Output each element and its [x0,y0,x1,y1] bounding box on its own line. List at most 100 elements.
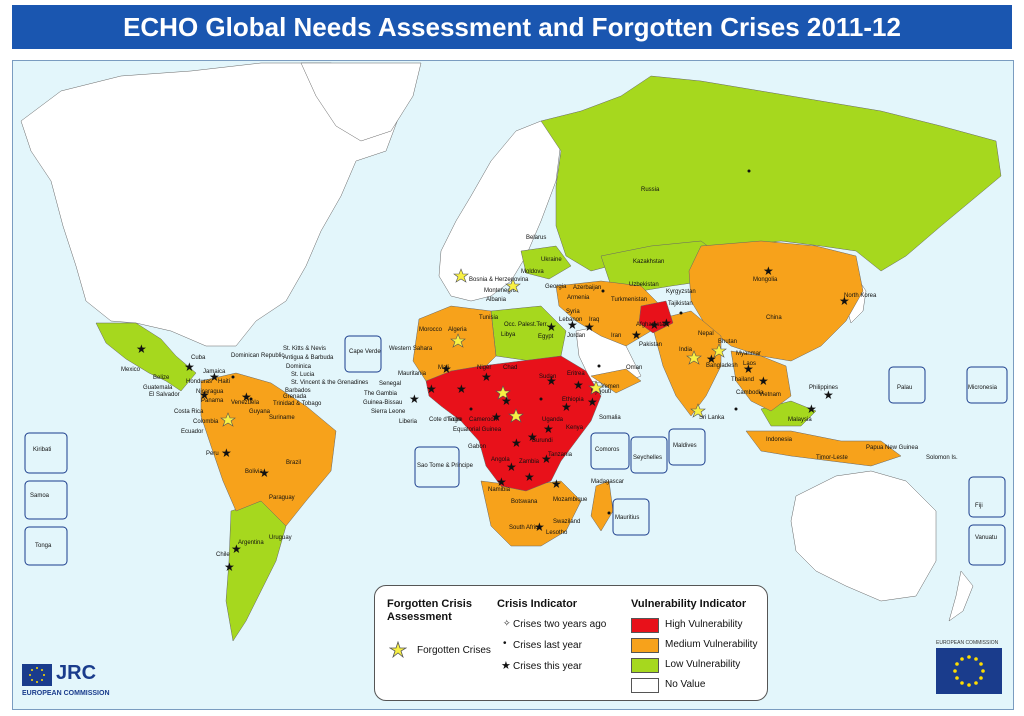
label-djibouti: Djibouti [591,389,611,395]
label-argentina: Argentina [238,540,264,546]
inset-fiji [968,476,1006,518]
label-sierra-leone: Sierra Leone [371,409,406,415]
crisis-star-marker: ★ [806,402,817,416]
crisis-star-marker: ★ [551,477,562,491]
south-asia-region [650,310,722,417]
label-caribbean-3: St. Lucia [291,372,315,378]
country-labels: Russia Kazakhstan Mongolia China Uzbekis… [121,187,958,558]
inset-palau-label: Palau [897,385,912,391]
label-afghanistan: Afghanistan [636,322,668,328]
crisis-star-marker: ★ [631,328,642,342]
crisis-star-marker: ★ [506,460,517,474]
label-mauritania: Mauritania [398,371,427,377]
label-syria: Syria [566,309,580,315]
inset-mauritius-label: Mauritius [615,515,639,521]
label-malaysia: Malaysia [788,417,812,423]
legend-high-label: High Vulnerability [665,619,743,630]
inset-micronesia [966,366,1008,404]
label-north-korea: North Korea [844,293,877,299]
inset-palau [888,366,926,404]
inset-cape-verde [344,335,382,373]
label-cote: Cote d'Ivoire [429,417,463,423]
label-swaziland: Swaziland [553,519,580,525]
eu-flag-icon [22,664,52,686]
label-gambia: The Gambia [364,391,398,397]
label-russia: Russia [641,187,660,193]
legend-medium-swatch [631,638,659,653]
inset-samoa [24,480,68,520]
legend-crisis-last-year-icon: • [503,638,507,649]
legend-crisis-item: • Crises last year [503,638,582,651]
crisis-star-marker: ★ [136,342,147,356]
label-philippines: Philippines [809,385,838,391]
crisis-last-year-markers [231,169,751,515]
crisis-dot-marker [747,169,751,173]
afghanistan-region [638,300,674,334]
label-india: India [679,347,693,353]
south-america-region [200,372,337,527]
label-south-africa: South Africa [509,525,542,531]
label-bangladesh: Bangladesh [706,363,738,369]
label-lebanon: Lebanon [559,317,582,323]
inset-comoros-label: Comoros [595,447,619,453]
label-kyrgyzstan: Kyrgyzstan [666,289,696,295]
label-brazil: Brazil [286,460,301,466]
label-solomon: Solomon Is. [926,455,958,461]
label-iraq: Iraq [589,317,599,323]
label-turkmenistan: Turkmenistan [611,297,647,303]
legend-crisis-item: ✧ Crises two years ago [503,618,607,630]
forgotten-star-marker [686,350,702,365]
crisis-star-marker: ★ [199,388,210,402]
crisis-star-marker: ★ [527,430,538,444]
label-thailand: Thailand [731,377,754,383]
crisis-dot-marker [734,407,738,411]
inset-kiribati-label: Kiribati [33,447,51,453]
crisis-star-marker: ★ [584,320,595,334]
label-yemen: Yemen [601,384,619,390]
inset-sao-tome [414,446,460,488]
southeast-asia-region [730,350,792,412]
forgotten-star-marker [220,412,236,427]
label-albania: Albania [486,297,507,303]
inset-tonga [24,526,68,566]
crisis-star-marker: ★ [839,294,850,308]
label-iran: Iran [611,333,621,339]
australia-landmass [790,470,937,602]
forgotten-star-marker [505,278,521,293]
inset-samoa-label: Samoa [30,493,50,499]
crisis-dot-marker [231,375,235,379]
label-cameroon: Cameroon [469,417,497,423]
label-myanmar: Myanmar [736,351,761,357]
legend-vuln-heading: Vulnerability Indicator [631,598,747,610]
label-lesotho: Lesotho [546,530,568,536]
crisis-star-marker: ★ [661,316,672,330]
crisis-dot-marker [469,407,473,411]
legend-crisis-two-years-label: Crises two years ago [513,619,607,630]
crisis-star-marker: ★ [441,362,452,376]
label-namibia: Namibia [488,487,511,493]
forgotten-star-marker [711,343,727,358]
jrc-logo-text: JRC [56,662,97,684]
label-burundi: Burundi [532,438,553,444]
legend-forgotten-label: Forgotten Crises [417,645,491,656]
greenland-landmass [300,62,422,142]
crisis-star-marker: ★ [241,390,252,404]
crisis-star-marker: ★ [209,370,220,384]
legend-novalue-label: No Value [665,679,706,690]
inset-vanuatu-label: Vanuatu [975,535,997,541]
ec-logo-text: EUROPEAN COMMISSION [936,640,999,646]
inset-maldives-label: Maldives [673,443,697,449]
label-haiti: Haiti [218,379,230,385]
label-guatemala: Guatemala [143,385,173,391]
label-ukraine: Ukraine [541,257,562,263]
label-peru: Peru [206,451,219,457]
label-honduras: Honduras [186,379,212,385]
label-madagascar: Madagascar [591,479,624,485]
crisis-star-marker: ★ [409,392,420,406]
crisis-dot-marker [597,364,601,368]
north-america-landmass [20,62,402,347]
crisis-star-marker: ★ [763,264,774,278]
crisis-star-marker: ★ [231,542,242,556]
label-paraguay: Paraguay [269,495,295,501]
legend-crisis-two-years-icon: ✧ [503,618,511,628]
